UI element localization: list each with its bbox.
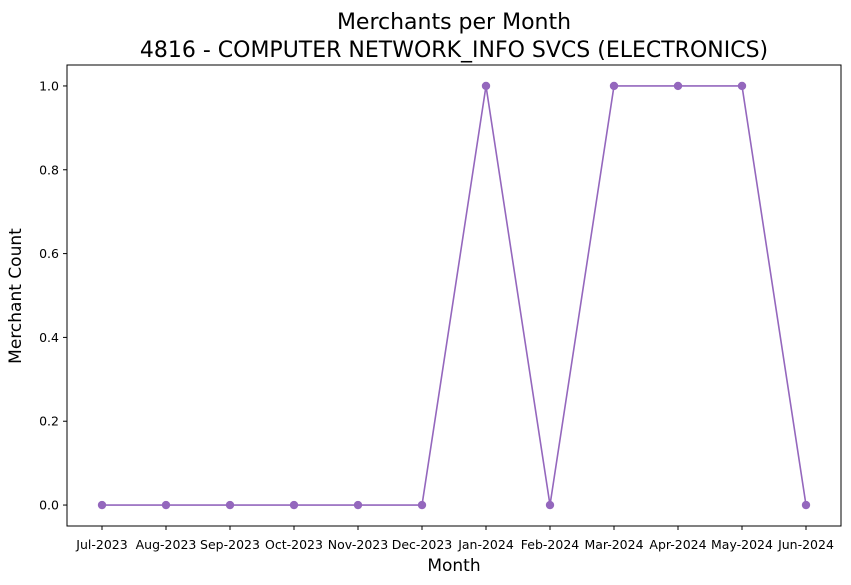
x-tick-label: Jun-2024 xyxy=(777,537,834,552)
x-axis-label: Month xyxy=(427,556,480,576)
x-tick-label: Oct-2023 xyxy=(265,537,323,552)
data-point xyxy=(481,81,491,91)
x-tick-label: Aug-2023 xyxy=(136,537,197,552)
x-tick-label: Apr-2024 xyxy=(649,537,706,552)
data-point xyxy=(289,500,299,510)
data-point xyxy=(417,500,427,510)
y-tick-label: 1.0 xyxy=(39,78,59,93)
x-tick-label: Nov-2023 xyxy=(328,537,388,552)
x-axis: Jul-2023 Aug-2023 Sep-2023 Oct-2023 Nov-2023… xyxy=(75,526,834,552)
series-layer xyxy=(97,81,811,510)
y-tick-label: 0.2 xyxy=(39,414,59,429)
data-point xyxy=(353,500,363,510)
y-axis: 0.0 0.2 0.4 0.6 0.8 1.0 xyxy=(39,78,67,513)
data-point xyxy=(161,500,171,510)
data-point xyxy=(673,81,683,91)
x-tick-label: Jul-2023 xyxy=(75,537,127,552)
y-axis-label: Merchant Count xyxy=(6,228,26,364)
x-tick-label: May-2024 xyxy=(711,537,773,552)
data-point xyxy=(97,500,107,510)
x-tick-label: Feb-2024 xyxy=(521,537,580,552)
data-point xyxy=(545,500,555,510)
y-tick-label: 0.4 xyxy=(39,330,59,345)
plot-area xyxy=(66,64,842,527)
x-tick-label: Jan-2024 xyxy=(457,537,514,552)
series-line xyxy=(102,85,807,506)
data-point xyxy=(801,500,811,510)
data-point xyxy=(737,81,747,91)
chart-title: Merchants per Month xyxy=(337,10,571,35)
x-tick-label: Sep-2023 xyxy=(200,537,260,552)
chart-subtitle: 4816 - COMPUTER NETWORK_INFO SVCS (ELECT… xyxy=(140,38,768,63)
x-tick-label: Mar-2024 xyxy=(584,537,643,552)
x-tick-label: Dec-2023 xyxy=(392,537,453,552)
data-point xyxy=(609,81,619,91)
y-tick-label: 0.6 xyxy=(39,246,59,261)
y-tick-label: 0.8 xyxy=(39,162,59,177)
y-tick-label: 0.0 xyxy=(39,498,59,513)
data-point xyxy=(225,500,235,510)
